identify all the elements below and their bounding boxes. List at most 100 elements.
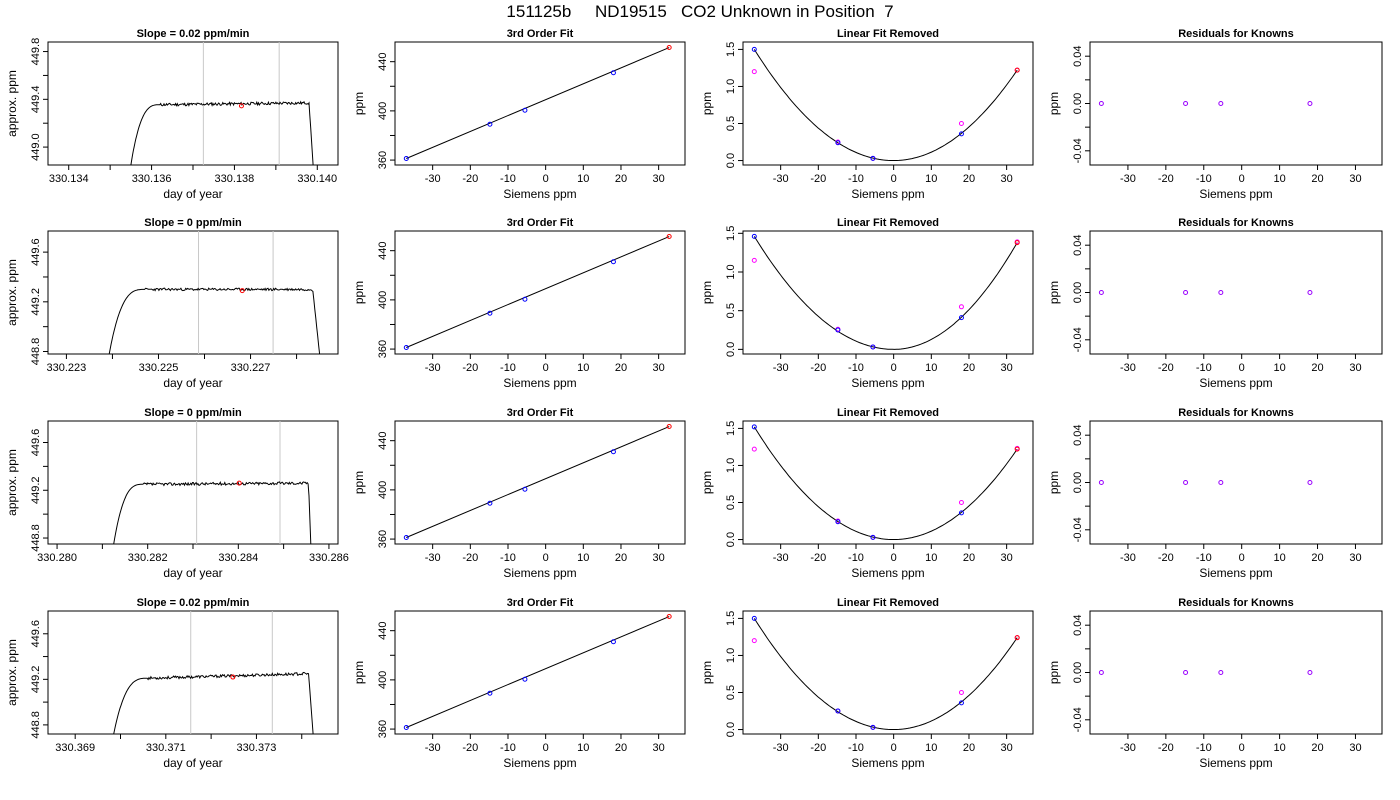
x-tick-label: -30 xyxy=(773,552,789,564)
y-tick-label: 1.5 xyxy=(725,226,737,241)
x-tick-label: 10 xyxy=(1273,362,1285,374)
unknown-sample-point xyxy=(1014,635,1020,641)
y-tick-label: 400 xyxy=(377,481,389,499)
y-tick-label: -0.04 xyxy=(1072,138,1084,163)
unknown-sample-point xyxy=(1014,446,1020,452)
x-tick-label: -20 xyxy=(810,173,826,185)
y-axis-label: ppm xyxy=(1047,471,1061,494)
y-tick-label: 360 xyxy=(377,340,389,358)
x-tick-label: 30 xyxy=(1001,552,1013,564)
residual-point xyxy=(1098,290,1104,295)
y-tick-label: 400 xyxy=(377,291,389,309)
panel-4-4: Residuals for Knowns Siemens ppm ppm -30 -20… xyxy=(1047,597,1383,770)
known-standard-point xyxy=(958,510,964,516)
x-tick-label: 30 xyxy=(1349,362,1361,374)
x-tick-label: 330.280 xyxy=(37,552,77,564)
y-tick-label: 449.6 xyxy=(30,429,42,457)
panel-title: Residuals for Knowns xyxy=(1178,28,1294,40)
y-tick-label: 0.04 xyxy=(1072,234,1084,255)
x-tick-label: -30 xyxy=(1120,742,1136,754)
x-tick-label: 330.371 xyxy=(146,742,186,754)
unknown-sample-point xyxy=(666,614,672,620)
fit-line xyxy=(406,426,670,538)
known-standard-point xyxy=(487,121,493,127)
plot-frame xyxy=(1089,41,1383,166)
known-standard-point xyxy=(751,615,757,621)
y-tick-label: 0.00 xyxy=(1072,93,1084,114)
x-tick-label: -30 xyxy=(773,362,789,374)
x-tick-label: -30 xyxy=(425,742,441,754)
panel-title: Linear Fit Removed xyxy=(837,28,939,40)
y-tick-label: 0.5 xyxy=(725,303,737,318)
x-tick-label: 0 xyxy=(1239,173,1245,185)
plot-frame xyxy=(47,230,339,355)
x-tick-label: -20 xyxy=(810,552,826,564)
y-axis-label: ppm xyxy=(352,92,366,115)
x-tick-label: 330.282 xyxy=(128,552,168,564)
y-tick-label: 449.2 xyxy=(30,288,42,316)
x-axis-label: day of year xyxy=(163,376,222,390)
x-tick-label: 30 xyxy=(653,173,665,185)
fit-line xyxy=(406,47,670,159)
panel-2-4: Residuals for Knowns Siemens ppm ppm -30 -20… xyxy=(1047,217,1383,390)
x-tick-label: -30 xyxy=(1120,173,1136,185)
y-tick-label: 360 xyxy=(377,530,389,548)
known-standard-point xyxy=(610,70,616,76)
y-tick-label: -0.04 xyxy=(1072,327,1084,352)
y-tick-label: 0.0 xyxy=(725,722,737,737)
x-tick-label: 20 xyxy=(1311,742,1323,754)
plot-frame xyxy=(1089,230,1383,355)
y-tick-label: 0.04 xyxy=(1072,424,1084,445)
panel-4-2: 3rd Order Fit Siemens ppm ppm -30 -20 -10 0 10 2… xyxy=(352,597,686,770)
x-axis-label: day of year xyxy=(163,187,222,201)
concentration-trace xyxy=(113,671,314,734)
plot-area xyxy=(403,614,672,730)
plot-area xyxy=(403,424,672,540)
plot-area xyxy=(113,421,312,544)
fit-curve xyxy=(753,618,1018,730)
panel-title: 3rd Order Fit xyxy=(507,597,574,609)
y-tick-label: 440 xyxy=(377,53,389,71)
y-axis-label: ppm xyxy=(700,661,714,684)
y-tick-label: 0.0 xyxy=(725,153,737,168)
plot-frame xyxy=(742,610,1034,735)
x-tick-label: 30 xyxy=(653,552,665,564)
y-axis-label: ppm xyxy=(700,471,714,494)
panel-title: 3rd Order Fit xyxy=(507,217,574,229)
x-tick-label: 10 xyxy=(1273,173,1285,185)
y-tick-label: 440 xyxy=(377,622,389,640)
y-tick-label: 1.5 xyxy=(725,611,737,626)
x-tick-label: 330.140 xyxy=(297,173,337,185)
y-axis-label: ppm xyxy=(700,281,714,304)
y-tick-label: 360 xyxy=(377,151,389,169)
y-tick-label: 1.0 xyxy=(725,264,737,279)
x-tick-label: 10 xyxy=(577,742,589,754)
x-tick-label: 20 xyxy=(963,362,975,374)
y-tick-label: 449.2 xyxy=(30,666,42,694)
x-tick-label: -20 xyxy=(462,362,478,374)
x-tick-label: 0 xyxy=(543,362,549,374)
plot-area xyxy=(1098,480,1313,485)
y-axis-label: ppm xyxy=(1047,92,1061,115)
x-tick-label: -10 xyxy=(1196,173,1212,185)
panel-title: 3rd Order Fit xyxy=(507,28,574,40)
mean-marker-point xyxy=(230,674,236,680)
x-tick-label: 330.369 xyxy=(55,742,95,754)
y-tick-label: 449.6 xyxy=(30,238,42,266)
known-standard-point xyxy=(751,46,757,52)
panel-title: Slope = 0 ppm/min xyxy=(144,217,242,229)
x-axis-label: Siemens ppm xyxy=(1199,376,1272,390)
residual-point xyxy=(751,638,757,644)
known-standard-point xyxy=(487,310,493,316)
residual-point xyxy=(751,446,757,452)
x-tick-label: 20 xyxy=(963,742,975,754)
y-tick-label: 449.2 xyxy=(30,476,42,504)
plot-area xyxy=(751,615,1020,730)
y-tick-label: 449.8 xyxy=(30,38,42,66)
x-tick-label: -30 xyxy=(425,362,441,374)
residual-point xyxy=(1098,101,1104,106)
panel-title: 3rd Order Fit xyxy=(507,407,574,419)
plot-area xyxy=(403,234,672,350)
known-standard-point xyxy=(403,724,409,730)
y-tick-label: 440 xyxy=(377,242,389,260)
